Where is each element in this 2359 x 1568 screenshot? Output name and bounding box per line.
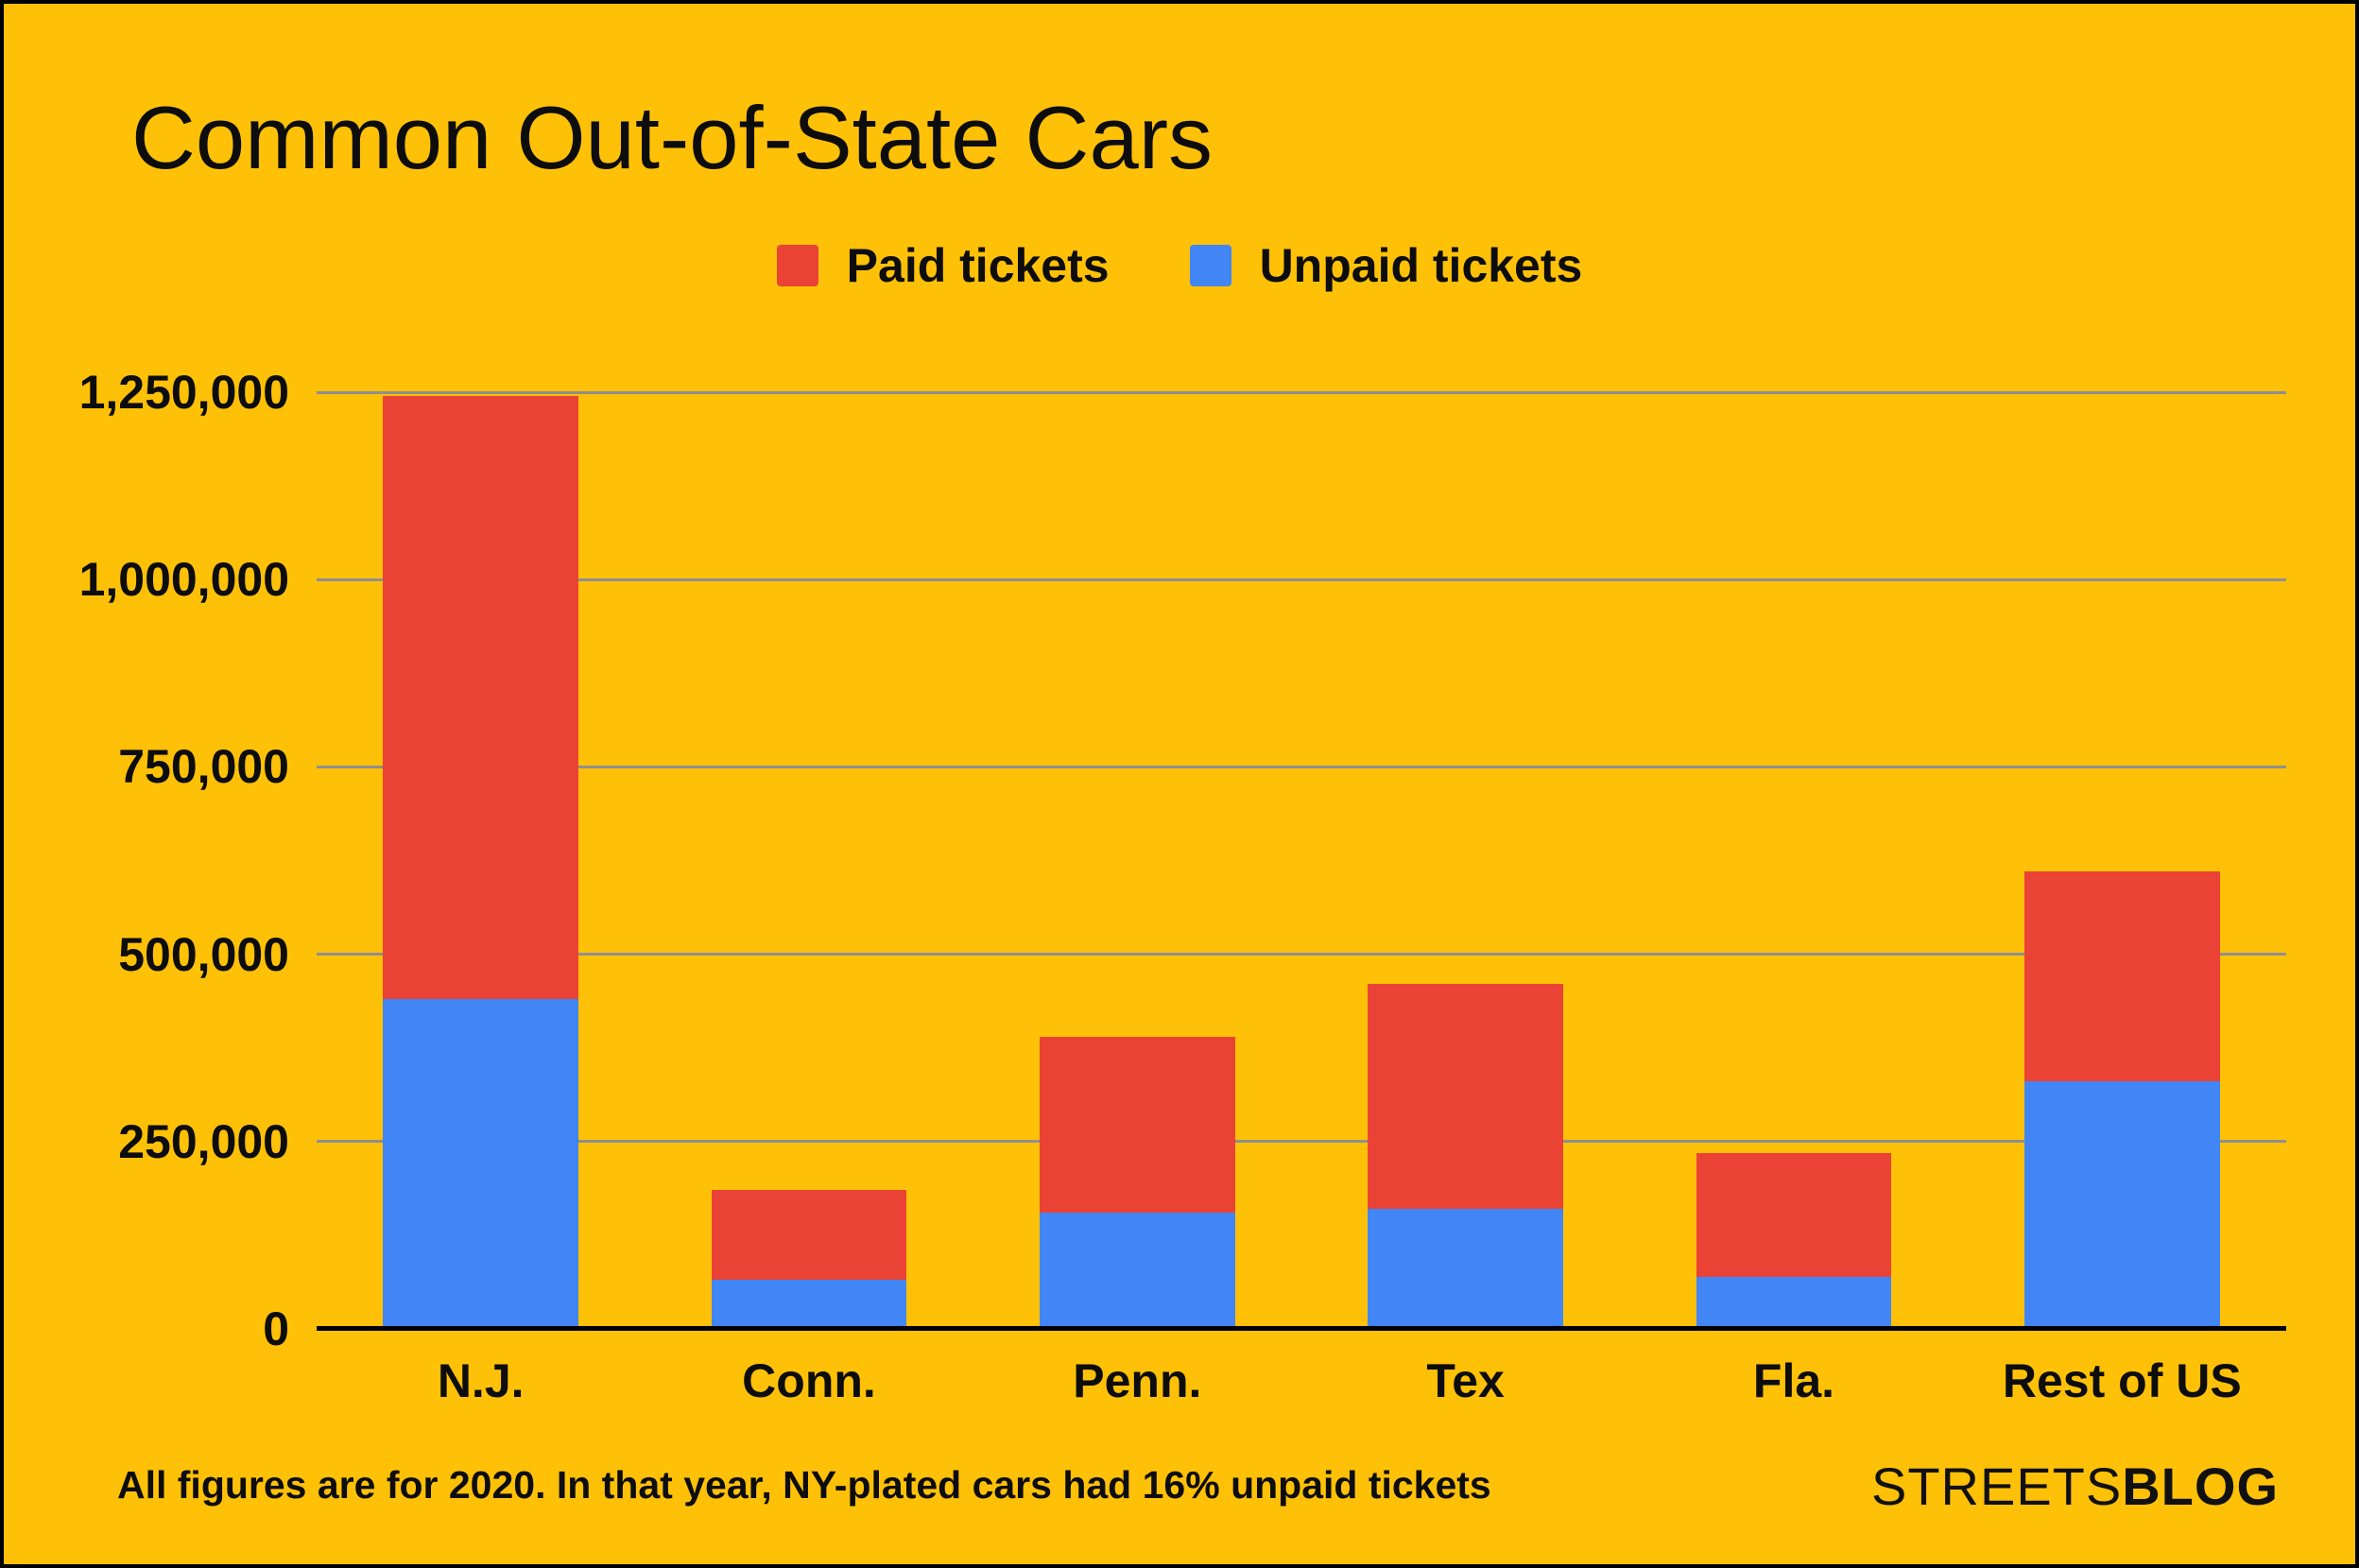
paid-tickets-segment-tex bbox=[1368, 984, 1563, 1210]
x-category-label-tex: Tex bbox=[1426, 1354, 1505, 1407]
paid-tickets-segment-penn bbox=[1039, 1036, 1235, 1214]
gridline bbox=[317, 577, 2286, 581]
y-tick-label: 250,000 bbox=[118, 1114, 289, 1168]
legend-label: Unpaid tickets bbox=[1259, 239, 1583, 292]
x-category-label-n-j: N.J. bbox=[437, 1354, 525, 1407]
y-tick-label: 750,000 bbox=[118, 740, 289, 794]
paid-tickets-segment-n-j bbox=[383, 395, 578, 1000]
bars-container bbox=[317, 392, 2286, 1329]
plot-area bbox=[317, 390, 2286, 1331]
unpaid-tickets-segment-tex bbox=[1368, 1209, 1563, 1329]
y-tick-label: 0 bbox=[263, 1302, 289, 1355]
unpaid-tickets-segment-penn bbox=[1039, 1213, 1235, 1329]
footnote: All figures are for 2020. In that year, … bbox=[117, 1463, 1491, 1507]
y-tick-label: 500,000 bbox=[118, 927, 289, 981]
chart-title: Common Out-of-State Cars bbox=[131, 88, 1214, 187]
bar-slot-penn bbox=[973, 392, 1301, 1329]
gridline bbox=[317, 953, 2286, 956]
brand-regular: STREETS bbox=[1870, 1456, 2123, 1516]
y-tick-label: 1,000,000 bbox=[78, 553, 289, 607]
legend-item-paid-tickets: Paid tickets bbox=[776, 238, 1110, 293]
stacked-bar-conn bbox=[711, 392, 907, 1329]
gridline bbox=[317, 1140, 2286, 1144]
bar-slot-fla bbox=[1629, 392, 1957, 1329]
x-category-label-fla: Fla. bbox=[1752, 1354, 1835, 1407]
gridline bbox=[317, 390, 2286, 394]
x-category-label-rest-of-us: Rest of US bbox=[2002, 1354, 2242, 1407]
stacked-bar-tex bbox=[1368, 392, 1563, 1329]
legend: Paid tickets Unpaid tickets bbox=[4, 238, 2355, 293]
x-axis-labels: N.J. Conn. Penn. Tex Fla. Rest of US bbox=[317, 1353, 2286, 1408]
legend-item-unpaid-tickets: Unpaid tickets bbox=[1189, 238, 1583, 293]
unpaid-tickets-segment-conn bbox=[711, 1280, 907, 1329]
brand-bold: BLOG bbox=[2122, 1456, 2279, 1516]
stacked-bar-fla bbox=[1696, 392, 1892, 1329]
y-tick-label: 1,250,000 bbox=[78, 366, 289, 419]
legend-swatch-unpaid-tickets bbox=[1189, 245, 1231, 286]
gridline bbox=[317, 765, 2286, 768]
bar-slot-tex bbox=[1301, 392, 1629, 1329]
unpaid-tickets-segment-n-j bbox=[383, 999, 578, 1329]
bar-slot-rest-of-us bbox=[1958, 392, 2286, 1329]
stacked-bar-n-j bbox=[383, 392, 578, 1329]
unpaid-tickets-segment-fla bbox=[1696, 1276, 1892, 1329]
x-category-label-penn: Penn. bbox=[1073, 1354, 1202, 1407]
stacked-bar-penn bbox=[1039, 392, 1235, 1329]
streetsblog-logo: STREETSBLOG bbox=[1871, 1456, 2279, 1517]
paid-tickets-segment-fla bbox=[1696, 1152, 1892, 1277]
paid-tickets-segment-rest-of-us bbox=[2023, 871, 2220, 1082]
x-axis-line bbox=[317, 1326, 2286, 1331]
stacked-bar-rest-of-us bbox=[2023, 392, 2220, 1329]
bar-slot-conn bbox=[645, 392, 973, 1329]
bar-slot-n-j bbox=[317, 392, 645, 1329]
legend-label: Paid tickets bbox=[846, 239, 1110, 292]
legend-swatch-paid-tickets bbox=[776, 245, 818, 286]
x-category-label-conn: Conn. bbox=[742, 1354, 876, 1407]
unpaid-tickets-segment-rest-of-us bbox=[2023, 1081, 2220, 1329]
paid-tickets-segment-conn bbox=[711, 1190, 907, 1281]
y-axis: 0 250,000 500,000 750,000 1,000,000 1,250,000 bbox=[4, 369, 289, 1353]
